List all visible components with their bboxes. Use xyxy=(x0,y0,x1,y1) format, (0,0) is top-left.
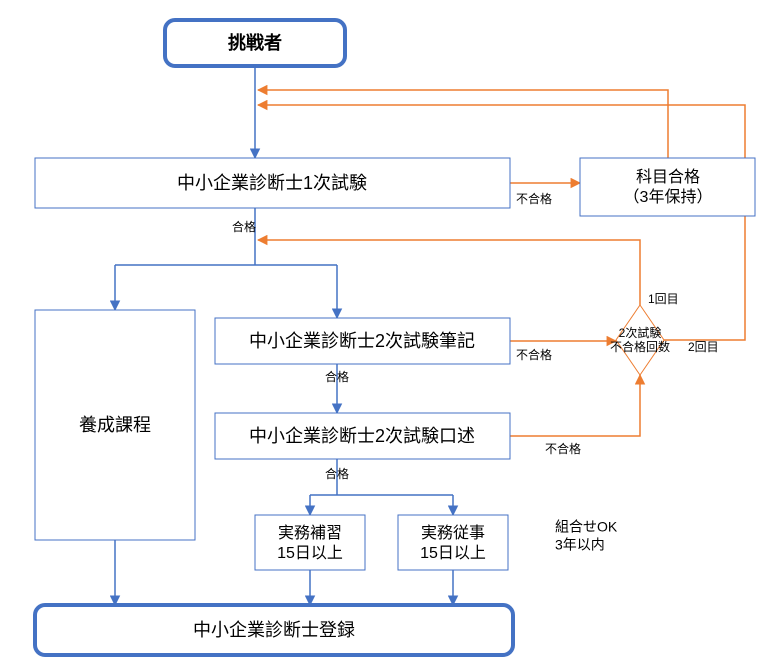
flowchart: 不合格 合格 不合格 合格 不合格 合格 挑戦者 中小企業診断士1次試験 科目合… xyxy=(0,0,768,669)
node-start-label: 挑戦者 xyxy=(228,32,282,53)
node-pract2-line2: 15日以上 xyxy=(420,544,486,562)
node-end-label: 中小企業診断士登録 xyxy=(193,620,355,640)
label-exam2w-fail: 不合格 xyxy=(516,347,552,362)
decision-line1: 2次試験 xyxy=(619,325,662,340)
node-pract1-line2: 15日以上 xyxy=(277,544,343,562)
decision-left-label: 1回目 xyxy=(648,292,679,306)
label-exam1-fail: 不合格 xyxy=(516,191,552,206)
node-subject-line1: 科目合格 xyxy=(636,168,700,186)
label-exam2o-pass: 合格 xyxy=(325,466,349,481)
note-line1: 組合せOK xyxy=(555,519,618,535)
label-exam2w-pass: 合格 xyxy=(325,369,349,384)
note-line2: 3年以内 xyxy=(555,537,605,553)
edge-exam2o-fail xyxy=(510,375,640,436)
node-exam2o-label: 中小企業診断士2次試験口述 xyxy=(249,426,475,446)
edge-subject-return xyxy=(258,90,668,158)
node-exam1-label: 中小企業診断士1次試験 xyxy=(177,173,367,193)
node-subject-line2: （3年保持） xyxy=(624,188,713,206)
decision-line2: 不合格回数 xyxy=(610,339,670,354)
node-subject xyxy=(580,158,755,216)
node-pract1-line1: 実務補習 xyxy=(278,524,342,542)
decision-right-label: 2回目 xyxy=(688,340,719,354)
label-exam2o-fail: 不合格 xyxy=(545,441,581,456)
node-training-label: 養成課程 xyxy=(79,415,151,435)
node-exam2w-label: 中小企業診断士2次試験筆記 xyxy=(249,331,475,351)
label-exam1-pass: 合格 xyxy=(232,219,256,234)
node-pract2-line1: 実務従事 xyxy=(421,524,485,542)
edge-decision-pass1 xyxy=(258,240,640,305)
